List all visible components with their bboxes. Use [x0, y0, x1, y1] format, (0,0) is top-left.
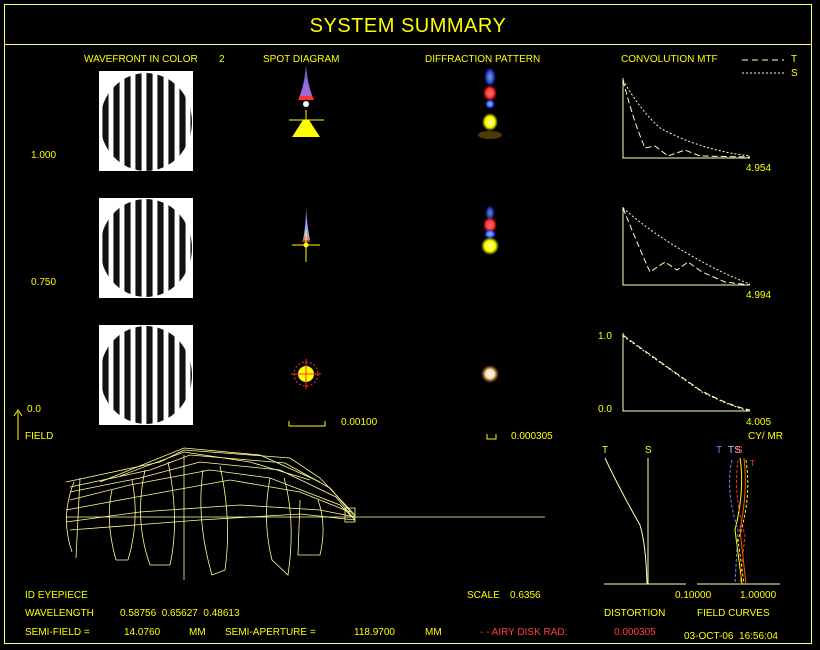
mtf-axis-max: 1.0 [598, 331, 612, 342]
mtf-plot-1 [622, 78, 751, 159]
fc-label-t-blue: T [716, 445, 723, 456]
mtf-plot-3 [622, 333, 751, 412]
field-axis-label: FIELD [25, 431, 54, 442]
title-bar: SYSTEM SUMMARY [4, 4, 812, 45]
spot-diagram-1 [289, 65, 324, 137]
mtf-axis-min: 0.0 [598, 404, 612, 415]
wavefront-3 [99, 325, 193, 425]
mtf-plot-2 [622, 207, 751, 286]
mtf-legend-t: T [791, 54, 798, 65]
semi-field-unit: MM [189, 627, 206, 638]
wavefront-header: WAVEFRONT IN COLOR [84, 54, 198, 65]
mtf-axis-unit: CY/ MR [748, 431, 783, 442]
astigmatism-plot [604, 457, 686, 585]
diffraction-scale-bar [486, 434, 497, 440]
distortion-label: DISTORTION [604, 608, 666, 619]
curves-x-max: 1.00000 [740, 590, 777, 601]
semi-aperture-value: 118.9700 [354, 627, 395, 638]
fc-label-s-red: S [736, 445, 743, 456]
spot-diagram-3 [291, 359, 321, 389]
window-frame [4, 4, 812, 644]
airy-disk-label: - - AIRY DISK RAD: [480, 627, 568, 638]
scale-label: SCALE [467, 590, 500, 601]
lens-name: ID EYEPIECE [25, 590, 88, 601]
fc-label-ts: TS [728, 445, 741, 456]
semi-field-value: 14.0760 [124, 627, 161, 638]
scale-value: 0.6356 [510, 590, 541, 601]
mtf-cutoff-3: 4.005 [746, 417, 772, 428]
field-curves-plot [697, 457, 780, 585]
wavefront-2 [99, 198, 193, 298]
spot-scale-bar [288, 421, 326, 427]
mtf-cutoff-2: 4.994 [746, 290, 772, 301]
diffraction-2 [481, 205, 499, 255]
diffraction-scale-value: 0.000305 [511, 431, 553, 442]
timestamp: 03-OCT-06 16:56:04 [684, 631, 778, 642]
spot-diagram-2 [292, 208, 320, 262]
astig-s-label: S [645, 445, 652, 456]
fc-label-t-red: T [750, 459, 755, 468]
diffraction-1 [478, 67, 502, 139]
airy-disk-value: 0.000305 [614, 627, 656, 638]
wavefront-1 [99, 71, 193, 171]
field-axis-arrow [13, 409, 23, 440]
field-curves-label: FIELD CURVES [697, 608, 770, 619]
lens-layout [65, 447, 545, 580]
semi-aperture-label: SEMI-APERTURE = [225, 627, 316, 638]
mtf-header: CONVOLUTION MTF [621, 54, 718, 65]
diffraction-header: DIFFRACTION PATTERN [425, 54, 541, 65]
field-label-3: 0.0 [27, 404, 41, 415]
wavefront-color-number: 2 [219, 54, 225, 65]
field-label-1: 1.000 [31, 150, 57, 161]
wavelength-label: WAVELENGTH [25, 608, 94, 619]
mtf-cutoff-1: 4.954 [746, 163, 772, 174]
page-title: SYSTEM SUMMARY [309, 15, 507, 37]
field-label-2: 0.750 [31, 277, 57, 288]
spot-scale-value: 0.00100 [341, 417, 378, 428]
semi-field-label: SEMI-FIELD = [25, 627, 90, 638]
wavelength-values: 0.58756 0.65627 0.48613 [120, 608, 240, 619]
semi-aperture-unit: MM [425, 627, 442, 638]
astig-t-label: T [602, 445, 609, 456]
spot-diagram-header: SPOT DIAGRAM [263, 54, 340, 65]
diffraction-3 [481, 365, 499, 383]
curves-x-min: 0.10000 [675, 590, 712, 601]
mtf-legend-s: S [791, 68, 798, 79]
